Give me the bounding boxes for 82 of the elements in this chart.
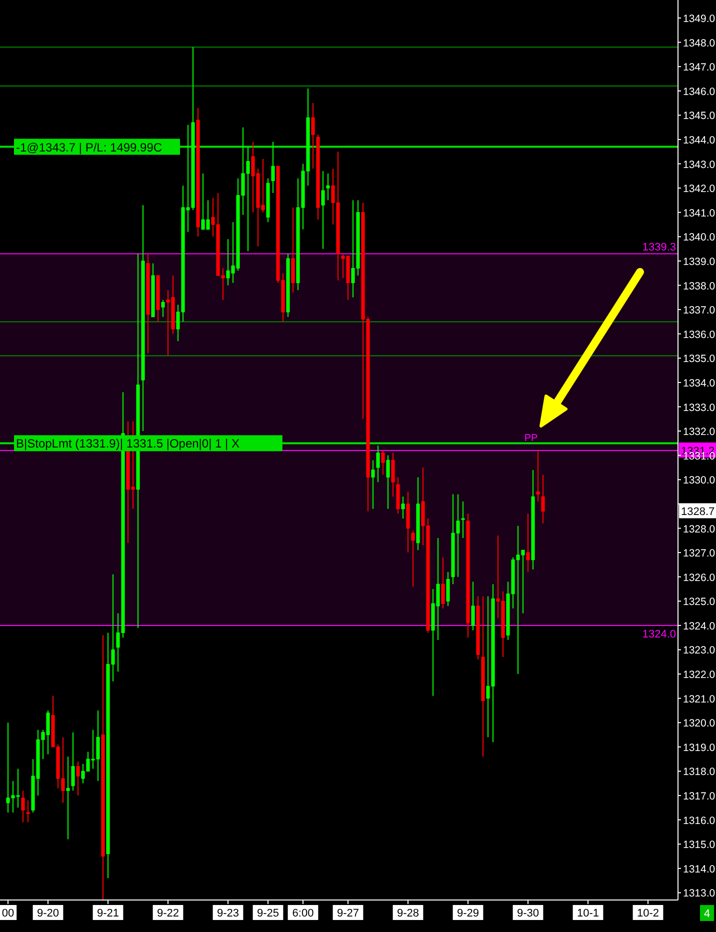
candlestick <box>321 170 325 250</box>
y-tick-label: 1330.0 <box>683 474 716 487</box>
y-tick-label: 1326.0 <box>683 572 716 584</box>
x-tick-label: 9-27 <box>336 908 360 920</box>
candlestick <box>526 513 530 572</box>
annotation: 1328.7 <box>681 506 715 518</box>
candlestick <box>271 141 275 194</box>
ref-line-label: -1@1343.7 | P/L: 1499.99C <box>16 140 162 154</box>
y-tick-label: 1338.0 <box>683 280 716 292</box>
candlestick <box>26 800 30 823</box>
candlestick <box>311 102 315 170</box>
y-tick-label: 1321.0 <box>683 693 716 706</box>
y-tick-label: 1328.0 <box>683 523 716 536</box>
x-tick-label: 9-30 <box>516 908 540 920</box>
y-tick-label: 1324.0 <box>683 620 716 632</box>
y-tick-label: 1346.0 <box>683 86 716 98</box>
candlestick <box>446 571 450 607</box>
candlestick <box>411 530 415 588</box>
candlestick <box>21 790 25 823</box>
x-tick-label: 9-20 <box>36 908 60 920</box>
candlestick <box>391 452 395 498</box>
ref-line-label: B|StopLmt (1331.9)| 1331.5 |Open|0| 1 | X <box>16 436 240 451</box>
y-tick-label: 1343.0 <box>683 158 716 171</box>
candlestick <box>536 450 540 502</box>
candlestick <box>461 501 465 538</box>
y-tick-label: 1340.0 <box>683 232 716 244</box>
x-tick-label: 00 <box>2 908 14 920</box>
ref-line-label: 1339.3 <box>642 242 676 254</box>
candlestick <box>76 761 80 796</box>
y-tick-label: 1349.0 <box>683 13 716 26</box>
y-tick-label: 1327.0 <box>683 548 716 560</box>
y-tick-label: 1320.0 <box>683 718 716 730</box>
y-tick-label: 1325.0 <box>683 596 716 608</box>
order-label-box: B|StopLmt (1331.9)| 1331.5 |Open|0| 1 | X <box>14 435 282 452</box>
y-tick-label: 1348.0 <box>683 37 716 50</box>
candlestick <box>326 173 330 201</box>
y-tick-label: 1316.0 <box>683 814 716 827</box>
y-tick-label: 1317.0 <box>683 790 716 803</box>
y-tick-label: 1333.0 <box>683 402 716 414</box>
y-tick-label: 1334.0 <box>683 377 716 390</box>
candlestick <box>381 450 385 476</box>
x-tick-label: 9-21 <box>96 908 120 920</box>
y-tick-label: 1315.0 <box>683 839 716 852</box>
candlestick <box>376 445 380 483</box>
x-tick-label: 9-22 <box>156 908 180 920</box>
x-tick-label: 9-29 <box>456 908 480 920</box>
y-tick-label: 1332.0 <box>683 426 716 438</box>
candlestick <box>401 496 405 520</box>
y-tick-label: 1344.0 <box>683 134 716 146</box>
x-tick-label: 9-23 <box>216 908 240 920</box>
candlestick <box>541 474 545 524</box>
annotation: PP <box>524 433 538 444</box>
x-tick-label: 10-1 <box>576 908 600 920</box>
x-tick-label: 6:00 <box>292 908 314 920</box>
y-tick-label: 1335.0 <box>683 353 716 366</box>
y-tick-label: 1323.0 <box>683 644 716 657</box>
candlestick <box>441 556 445 609</box>
candlestick <box>471 581 475 631</box>
y-tick-label: 1337.0 <box>683 304 716 317</box>
y-tick-label: 1347.0 <box>683 62 716 74</box>
x-tick-label: 10-2 <box>636 908 660 920</box>
y-tick-label: 1319.0 <box>683 742 716 754</box>
y-tick-label: 1342.0 <box>683 183 716 196</box>
candlestick <box>161 299 165 318</box>
y-tick-label: 1313.0 <box>683 888 716 900</box>
y-tick-label: 1314.0 <box>683 863 716 876</box>
y-tick-label: 1322.0 <box>683 669 716 682</box>
candlestick <box>66 756 70 840</box>
price-label-box: 1328.7 <box>679 503 716 518</box>
y-tick-label: 1341.0 <box>683 207 716 220</box>
y-tick-label: 1336.0 <box>683 328 716 341</box>
candlestick <box>71 732 75 792</box>
ref-line-label: 1324.0 <box>642 628 676 640</box>
x-tick-label: 9-25 <box>256 908 280 920</box>
candlestick <box>371 460 375 510</box>
candlestick <box>386 454 390 510</box>
order-label-box: -1@1343.7 | P/L: 1499.99C <box>14 138 180 155</box>
count-badge: 4 <box>700 905 714 921</box>
y-tick-label: 1345.0 <box>683 110 716 122</box>
x-tick-label: 9-28 <box>396 908 420 920</box>
y-tick-label: 1318.0 <box>683 766 716 778</box>
y-tick-label: 1339.0 <box>683 256 716 268</box>
